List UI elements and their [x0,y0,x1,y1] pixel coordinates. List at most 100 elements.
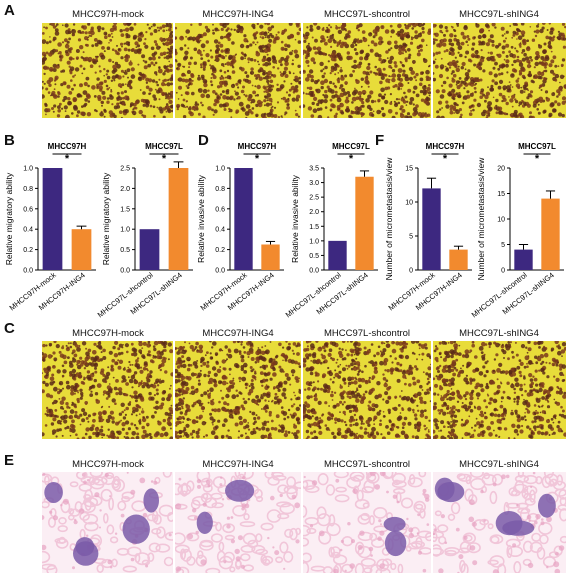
significance-star: * [349,153,354,165]
significance-star: * [65,153,70,165]
y-tick-label: 3.0 [309,180,319,187]
y-tick-label: 10 [497,217,505,224]
chart-title: MHCC97H [48,142,87,151]
y-tick-label: 20 [497,166,505,173]
y-tick-label: 0.4 [23,227,33,234]
panel-c-caption-1: MHCC97H-mock [72,328,144,339]
bar-MHCC97H-mock [234,168,253,270]
panel-e-image-1 [42,472,173,573]
y-tick-label: 0.0 [23,268,33,275]
y-tick-label: 1.5 [120,206,130,213]
y-tick-label: 0.6 [215,206,225,213]
panel-c-caption-3: MHCC97L-shcontrol [323,328,411,339]
y-tick-label: 1.0 [309,238,319,245]
bar-MHCC97H-ING4 [261,244,280,270]
bar-MHCC97L-shING4 [355,176,374,270]
y-axis-label: Relative invasive ability [290,174,300,263]
bar-MHCC97L-shING4 [541,198,560,270]
y-tick-label: 5 [409,234,413,241]
chart-f2: MHCC97L * 0 5 10 15 20 Number of micrometastasi… [470,140,568,330]
y-axis-label: Relative migratory ability [4,172,14,265]
panel-e-image-4 [433,472,566,573]
y-tick-label: 0.6 [23,206,33,213]
y-axis-label: Number of micrometastasis/view [384,157,394,281]
y-tick-label: 0.0 [215,268,225,275]
y-tick-label: 0.5 [120,247,130,254]
panel-c-caption-4: MHCC97L-shING4 [459,328,539,339]
y-tick-label: 0.4 [215,227,225,234]
panel-a-caption-4: MHCC97L-shING4 [459,9,539,20]
y-tick-label: 1.5 [309,224,319,231]
chart-d1: MHCC97H * 0.0 0.2 0.4 0.6 0.8 1.0 Relative invas… [192,140,288,330]
panel-label-d: D [198,132,209,149]
panel-a-caption-2: MHCC97H-ING4 [202,9,274,20]
y-tick-label: 3.5 [309,166,319,173]
y-tick-label: 0.2 [23,247,33,254]
y-axis-label: Relative invasive ability [196,174,206,263]
y-tick-label: 1.0 [215,166,225,173]
y-tick-label: 0.2 [215,247,225,254]
panel-e-image-3 [303,472,431,573]
y-tick-label: 0 [501,268,505,275]
panel-e-caption-2: MHCC97H-ING4 [202,459,274,470]
panel-c-image-3 [303,341,431,439]
panel-a-image-1 [42,23,173,118]
y-tick-label: 15 [497,191,505,198]
y-tick-label: 1.0 [23,166,33,173]
y-tick-label: 0.8 [215,186,225,193]
bar-MHCC97H-mock [42,168,63,270]
x-tick-label: MHCC97H-mock [8,270,58,312]
y-tick-label: 2.5 [120,166,130,173]
bar-MHCC97H-mock [422,188,441,270]
y-tick-label: 5 [501,242,505,249]
bar-MHCC97L-shcontrol [139,229,160,270]
panel-e-image-2 [175,472,301,573]
y-tick-label: 0.5 [309,253,319,260]
bar-MHCC97L-shcontrol [328,240,347,270]
chart-title: MHCC97L [145,142,183,151]
panel-e-caption-1: MHCC97H-mock [72,459,144,470]
significance-star: * [255,153,260,165]
x-tick-label: MHCC97H-mock [387,270,437,312]
y-tick-label: 0.0 [120,268,130,275]
panel-a-caption-3: MHCC97L-shcontrol [323,9,411,20]
panel-label-c: C [4,320,15,337]
y-tick-label: 15 [405,166,413,173]
panel-a-caption-1: MHCC97H-mock [72,9,144,20]
y-tick-label: 1.0 [120,227,130,234]
significance-star: * [443,153,448,165]
y-tick-label: 10 [405,200,413,207]
chart-title: MHCC97H [238,142,277,151]
panel-c-image-4 [433,341,566,439]
significance-star: * [162,153,167,165]
y-tick-label: 0 [409,268,413,275]
panel-e-caption-4: MHCC97L-shING4 [459,459,539,470]
y-tick-label: 0.0 [309,268,319,275]
panel-c-image-1 [42,341,173,439]
chart-title: MHCC97L [332,142,370,151]
panel-label-e: E [4,452,15,469]
y-axis-label: Number of micrometastasis/view [476,157,486,281]
panel-c-caption-2: MHCC97H-ING4 [202,328,274,339]
bar-MHCC97L-shcontrol [514,249,533,270]
bar-MHCC97L-shING4 [168,168,189,270]
chart-title: MHCC97L [518,142,556,151]
x-tick-label: MHCC97H-ING4 [414,270,464,312]
y-tick-label: 0.8 [23,186,33,193]
panel-label-f: F [375,132,385,149]
panel-c-image-2 [175,341,301,439]
bar-MHCC97H-ING4 [71,229,92,270]
significance-star: * [535,153,540,165]
chart-title: MHCC97H [426,142,465,151]
chart-b2: MHCC97L * 0.0 0.5 1.0 1.5 2.0 2.5 Relative migra… [96,140,197,330]
panel-a-image-2 [175,23,301,118]
panel-a-image-4 [433,23,566,118]
x-tick-label: MHCC97H-mock [199,270,249,312]
chart-b1: MHCC97H * 0.0 0.2 0.4 0.6 0.8 1.0 Relative migra… [0,140,100,330]
panel-label-a: A [4,2,15,19]
x-tick-label: MHCC97H-ING4 [226,270,276,312]
x-tick-label: MHCC97L-shING4 [129,270,184,316]
chart-d2: MHCC97L * 0.0 0.5 1.0 1.5 2.0 2.5 3.0 3.5 Relative… [284,140,382,330]
panel-e-caption-3: MHCC97L-shcontrol [323,459,411,470]
y-tick-label: 2.0 [309,209,319,216]
